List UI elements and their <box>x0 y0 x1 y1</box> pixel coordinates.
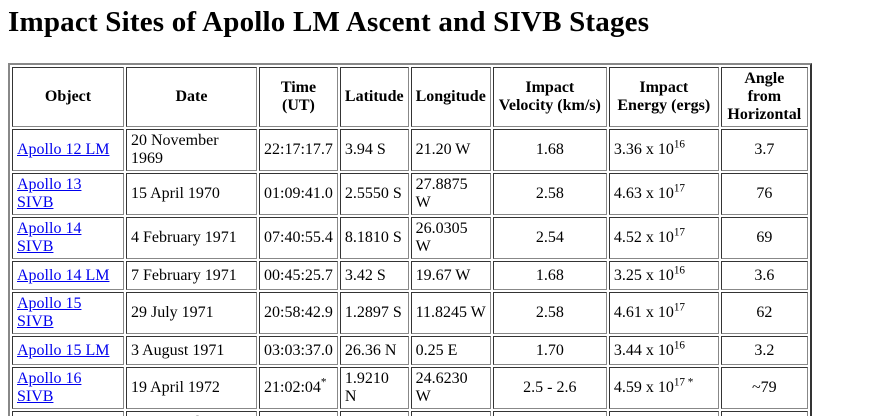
column-header-time: Time (UT) <box>259 67 338 128</box>
cell-date: 4 February 1971 <box>126 217 257 260</box>
column-header-energy: Impact Energy (ergs) <box>608 67 719 128</box>
cell-date: 19 April 1972 <box>126 367 257 410</box>
cell-energy: 4.63 x 1017 <box>608 173 719 216</box>
table-row: Apollo 17 SIVB 10 December 197220:32:42.3… <box>12 411 808 416</box>
cell-velocity: 2.58 <box>492 173 607 216</box>
column-header-object: Object <box>12 67 124 128</box>
table-row: Apollo 15 LM 3 August 1971 03:03:37.0 26.36… <box>12 336 808 366</box>
cell-angle: 69 <box>720 217 808 260</box>
cell-energy: 4.52 x 1017 <box>608 217 719 260</box>
cell-longitude: 0.25 E <box>410 336 491 366</box>
cell-time: 07:40:55.4 <box>259 217 338 260</box>
cell-object: Apollo 16 SIVB <box>12 367 124 410</box>
cell-time: 22:17:17.7 <box>259 129 338 172</box>
cell-latitude: 1.2897 S <box>339 292 409 335</box>
cell-angle: 3.7 <box>720 129 808 172</box>
column-header-velocity: Impact Velocity (km/s) <box>492 67 607 128</box>
table-body: Apollo 12 LM 20 November 1969 22:17:17.7 3.… <box>12 129 808 416</box>
table-row: Apollo 12 LM 20 November 1969 22:17:17.7 3.… <box>12 129 808 172</box>
cell-velocity: 2.55 <box>492 411 607 416</box>
cell-velocity: 2.54 <box>492 217 607 260</box>
cell-latitude: 3.42 S <box>339 261 409 291</box>
table-header: Object Date Time (UT) Latitude Longitude Impa… <box>12 67 808 128</box>
cell-date: 15 April 1970 <box>126 173 257 216</box>
cell-velocity: 2.58 <box>492 292 607 335</box>
column-header-longitude: Longitude <box>410 67 491 128</box>
cell-angle: 62 <box>720 292 808 335</box>
object-link[interactable]: Apollo 14 LM <box>17 266 110 284</box>
cell-longitude: 11.8245 W <box>410 292 491 335</box>
cell-object: Apollo 17 SIVB <box>12 411 124 416</box>
table-row: Apollo 15 SIVB 29 July 1971 20:58:42.9 1.28… <box>12 292 808 335</box>
page-title: Impact Sites of Apollo LM Ascent and SIV… <box>8 6 650 38</box>
cell-energy: 4.59 x 1017 * <box>608 367 719 410</box>
cell-date: 29 July 1971 <box>126 292 257 335</box>
cell-angle: 3.2 <box>720 336 808 366</box>
cell-angle: ~79 <box>720 367 808 410</box>
cell-date: 20 November 1969 <box>126 129 257 172</box>
cell-time: 00:45:25.7 <box>259 261 338 291</box>
cell-latitude: 3.94 S <box>339 129 409 172</box>
cell-longitude: 24.6230 W <box>410 367 491 410</box>
cell-object: Apollo 14 LM <box>12 261 124 291</box>
cell-energy: 3.25 x 1016 <box>608 261 719 291</box>
table-row: Apollo 14 SIVB 4 February 1971 07:40:55.4 8… <box>12 217 808 260</box>
cell-longitude: 26.0305 W <box>410 217 491 260</box>
table-row: Apollo 14 LM 7 February 1971 00:45:25.7 3.4… <box>12 261 808 291</box>
cell-time: 03:03:37.0 <box>259 336 338 366</box>
column-header-date: Date <box>126 67 257 128</box>
cell-velocity: 2.5 - 2.6 <box>492 367 607 410</box>
column-header-latitude: Latitude <box>339 67 409 128</box>
cell-latitude: 2.5550 S <box>339 173 409 216</box>
cell-time: 20:58:42.9 <box>259 292 338 335</box>
cell-latitude: 4.1681 S <box>339 411 409 416</box>
cell-object: Apollo 13 SIVB <box>12 173 124 216</box>
table-row: Apollo 16 SIVB 19 April 1972 21:02:04* 1.92… <box>12 367 808 410</box>
cell-latitude: 26.36 N <box>339 336 409 366</box>
cell-angle: 55 <box>720 411 808 416</box>
object-link[interactable]: Apollo 12 LM <box>17 141 110 159</box>
cell-longitude: 27.8875 W <box>410 173 491 216</box>
cell-time: 01:09:41.0 <box>259 173 338 216</box>
object-link[interactable]: Apollo 15 SIVB <box>17 295 82 331</box>
cell-object: Apollo 12 LM <box>12 129 124 172</box>
cell-object: Apollo 15 LM <box>12 336 124 366</box>
cell-time: 21:02:04* <box>259 367 338 410</box>
object-link[interactable]: Apollo 14 SIVB <box>17 220 82 256</box>
cell-latitude: 1.9210 N <box>339 367 409 410</box>
cell-object: Apollo 15 SIVB <box>12 292 124 335</box>
cell-energy: 3.36 x 1016 <box>608 129 719 172</box>
cell-energy: 3.44 x 1016 <box>608 336 719 366</box>
cell-energy: 4.61 x 1017 <box>608 292 719 335</box>
header-row: Object Date Time (UT) Latitude Longitude Impa… <box>12 67 808 128</box>
cell-latitude: 8.1810 S <box>339 217 409 260</box>
object-link[interactable]: Apollo 17 SIVB <box>17 414 81 416</box>
cell-longitude: 21.20 W <box>410 129 491 172</box>
object-link[interactable]: Apollo 13 SIVB <box>17 176 82 212</box>
cell-velocity: 1.68 <box>492 129 607 172</box>
cell-object: Apollo 14 SIVB <box>12 217 124 260</box>
cell-angle: 3.6 <box>720 261 808 291</box>
column-header-angle: Angle from Horizontal <box>720 67 808 128</box>
cell-energy: 4.71 x 1017 <box>608 411 719 416</box>
cell-date: 10 December 1972 <box>126 411 257 416</box>
cell-velocity: 1.68 <box>492 261 607 291</box>
cell-velocity: 1.70 <box>492 336 607 366</box>
cell-time: 20:32:42.3 <box>259 411 338 416</box>
cell-date: 7 February 1971 <box>126 261 257 291</box>
cell-date: 3 August 1971 <box>126 336 257 366</box>
cell-longitude: 12.3307 W <box>410 411 491 416</box>
object-link[interactable]: Apollo 16 SIVB <box>17 370 82 406</box>
table-row: Apollo 13 SIVB 15 April 1970 01:09:41.0 2.5… <box>12 173 808 216</box>
cell-angle: 76 <box>720 173 808 216</box>
impact-table: Object Date Time (UT) Latitude Longitude Impa… <box>8 63 812 416</box>
object-link[interactable]: Apollo 15 LM <box>17 341 110 359</box>
cell-longitude: 19.67 W <box>410 261 491 291</box>
